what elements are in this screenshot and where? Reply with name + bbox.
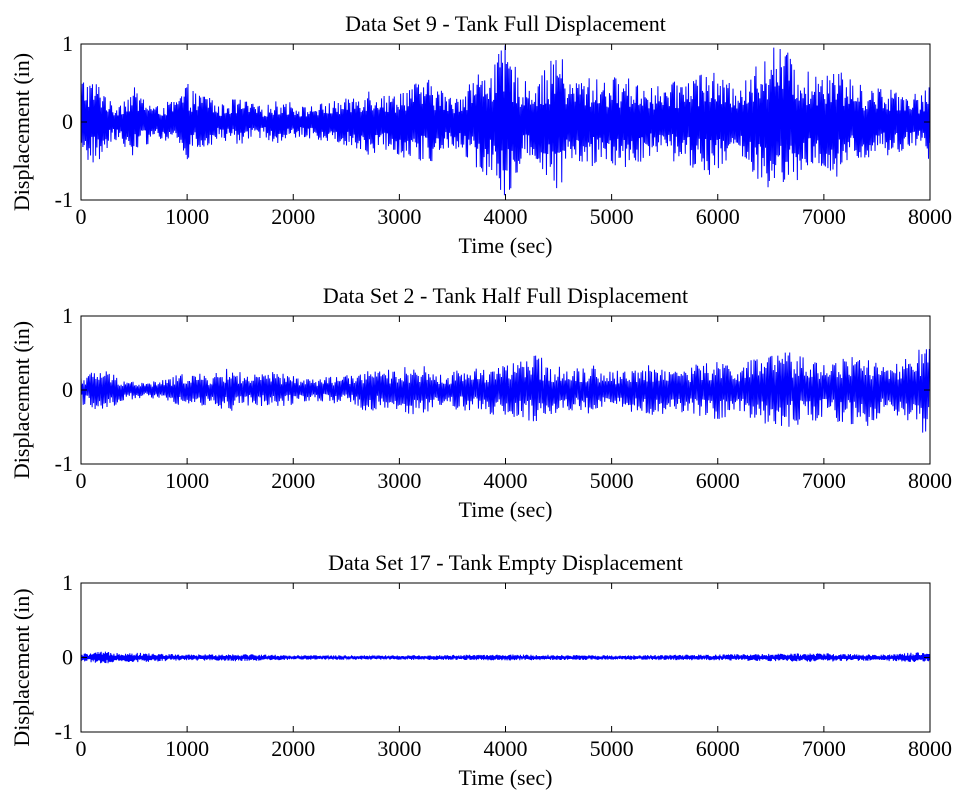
y-tick-label: 0	[62, 109, 73, 134]
x-tick-label: 5000	[590, 468, 634, 493]
x-tick-label: 4000	[484, 204, 528, 229]
y-axis-label: Displacement (in)	[9, 588, 34, 746]
x-tick-label: 5000	[590, 736, 634, 761]
x-axis-label: Time (sec)	[459, 233, 553, 258]
y-tick-label: -1	[55, 451, 73, 476]
x-tick-label: 6000	[696, 736, 740, 761]
y-tick-label: 0	[62, 377, 73, 402]
y-tick-label: 1	[62, 570, 73, 595]
x-tick-label: 5000	[590, 204, 634, 229]
x-tick-label: 7000	[802, 468, 846, 493]
x-tick-label: 0	[76, 468, 87, 493]
x-tick-label: 2000	[271, 736, 315, 761]
chart-title: Data Set 2 - Tank Half Full Displacement	[323, 283, 688, 308]
x-tick-label: 3000	[377, 736, 421, 761]
data-trace	[81, 651, 930, 664]
data-trace	[81, 45, 930, 196]
x-tick-label: 6000	[696, 204, 740, 229]
y-tick-label: 0	[62, 645, 73, 670]
x-tick-label: 4000	[484, 468, 528, 493]
x-tick-label: 8000	[908, 468, 952, 493]
y-axis-label: Displacement (in)	[9, 321, 34, 479]
chart-title: Data Set 9 - Tank Full Displacement	[345, 11, 666, 36]
x-tick-label: 3000	[377, 468, 421, 493]
x-tick-label: 6000	[696, 468, 740, 493]
y-axis-label: Displacement (in)	[9, 53, 34, 211]
x-tick-label: 0	[76, 736, 87, 761]
x-tick-label: 7000	[802, 204, 846, 229]
x-axis-label: Time (sec)	[459, 765, 553, 790]
chart-panel-2: Data Set 2 - Tank Half Full Displacement…	[9, 283, 952, 522]
x-tick-label: 0	[76, 204, 87, 229]
x-tick-label: 8000	[908, 204, 952, 229]
x-tick-label: 2000	[271, 468, 315, 493]
y-tick-label: -1	[55, 719, 73, 744]
x-tick-label: 4000	[484, 736, 528, 761]
y-tick-label: 1	[62, 31, 73, 56]
x-tick-label: 1000	[165, 204, 209, 229]
x-tick-label: 1000	[165, 736, 209, 761]
x-axis-label: Time (sec)	[459, 497, 553, 522]
x-tick-label: 7000	[802, 736, 846, 761]
chart-panel-1: Data Set 9 - Tank Full Displacement 0 1000…	[9, 11, 952, 258]
y-tick-label: 1	[62, 303, 73, 328]
x-tick-label: 3000	[377, 204, 421, 229]
x-tick-label: 8000	[908, 736, 952, 761]
chart-title: Data Set 17 - Tank Empty Displacement	[328, 550, 683, 575]
data-trace	[81, 348, 930, 433]
x-tick-label: 1000	[165, 468, 209, 493]
x-tick-label: 2000	[271, 204, 315, 229]
y-tick-label: -1	[55, 187, 73, 212]
